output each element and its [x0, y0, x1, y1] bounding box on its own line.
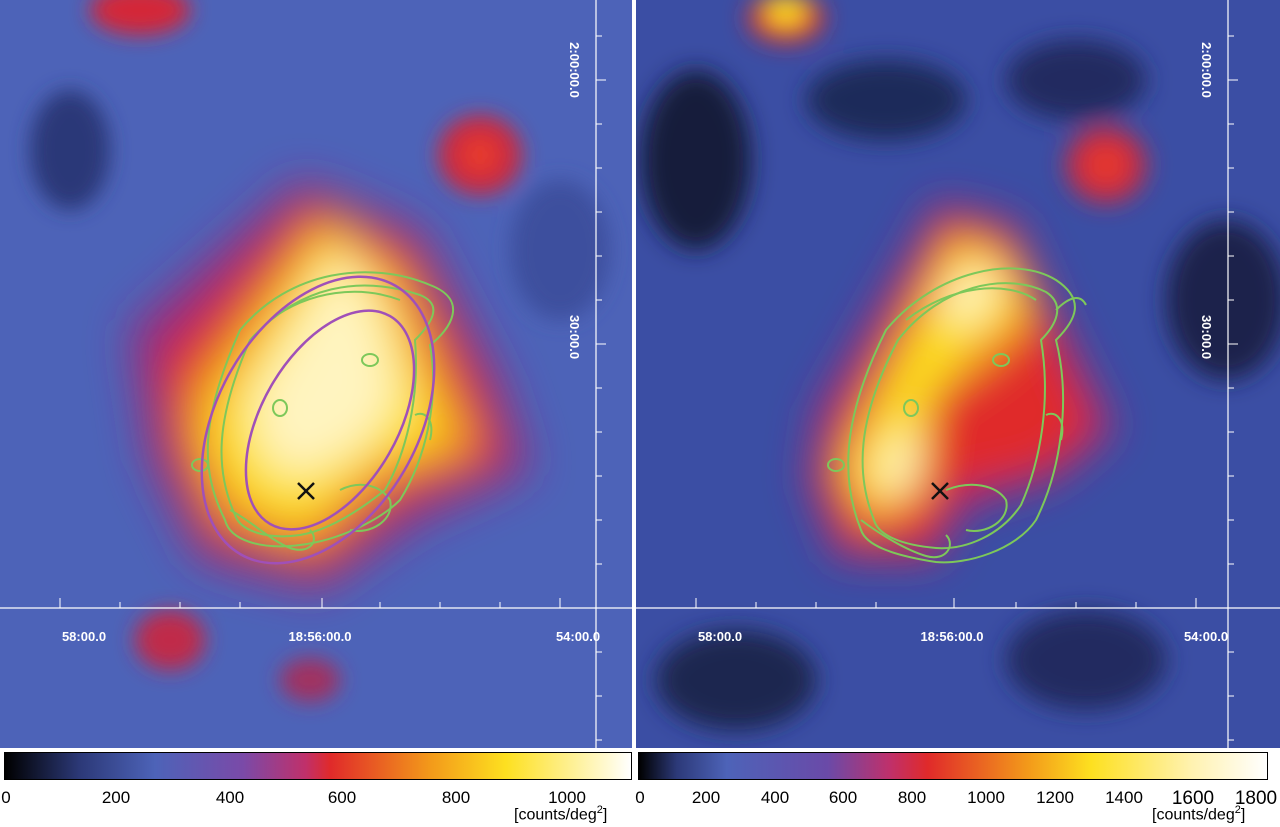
ra-label-56: 18:56:00.0: [289, 629, 352, 644]
ra-label-54: 54:00.0: [1184, 629, 1228, 644]
dec-label-30: 30:00.0: [567, 315, 582, 359]
left-colorbar: [4, 752, 632, 780]
right-cbar-tick-1600: 1600: [1171, 788, 1215, 809]
dec-label-2deg: 2:00:00.0: [1199, 42, 1214, 98]
right-cbar-unit: [counts/deg2]: [1152, 804, 1246, 824]
left-cbar-tick-400: 400: [215, 788, 245, 807]
x-cross-icon: [931, 482, 949, 500]
left-cbar-tick-200: 200: [101, 788, 131, 807]
right-cbar-tick-1200: 1200: [1036, 788, 1074, 807]
ra-label-54: 54:00.0: [556, 629, 600, 644]
right-cbar-tick-800: 800: [897, 788, 927, 807]
x-cross-icon: [297, 482, 315, 500]
right-cbar-tick-200: 200: [691, 788, 721, 807]
left-sky-map: 58:00.0 18:56:00.0 54:00.0 2:00:00.0 30:…: [0, 0, 632, 748]
left-cbar-tick-800: 800: [441, 788, 471, 807]
radio-contours: [191, 271, 454, 551]
dec-label-30: 30:00.0: [1199, 315, 1214, 359]
ra-label-58: 58:00.0: [698, 629, 742, 644]
right-sky-map: 58:00.0 18:56:00.0 54:00.0 2:00:00.0 30:…: [636, 0, 1280, 748]
left-cbar-unit: [counts/deg2]: [514, 804, 608, 824]
right-cbar-tick-1400: 1400: [1105, 788, 1143, 807]
left-cbar-tick-600: 600: [327, 788, 357, 807]
inner-ellipse: [244, 309, 416, 531]
left-cbar-tick-1000: 1000: [548, 788, 586, 807]
left-cbar-tick-0: 0: [1, 788, 11, 807]
right-cbar-tick-0: 0: [635, 788, 645, 807]
outer-ellipse: [200, 275, 436, 565]
dec-label-2deg: 2:00:00.0: [567, 42, 582, 98]
right-cbar-tick-400: 400: [760, 788, 790, 807]
right-cbar-tick-600: 600: [828, 788, 858, 807]
right-cbar-tick-1800: 1800: [1234, 788, 1278, 809]
ra-label-56: 18:56:00.0: [921, 629, 984, 644]
right-colorbar: [638, 752, 1268, 780]
ra-label-58: 58:00.0: [62, 629, 106, 644]
radio-contours: [827, 267, 1087, 564]
right-cbar-tick-1000: 1000: [967, 788, 1005, 807]
